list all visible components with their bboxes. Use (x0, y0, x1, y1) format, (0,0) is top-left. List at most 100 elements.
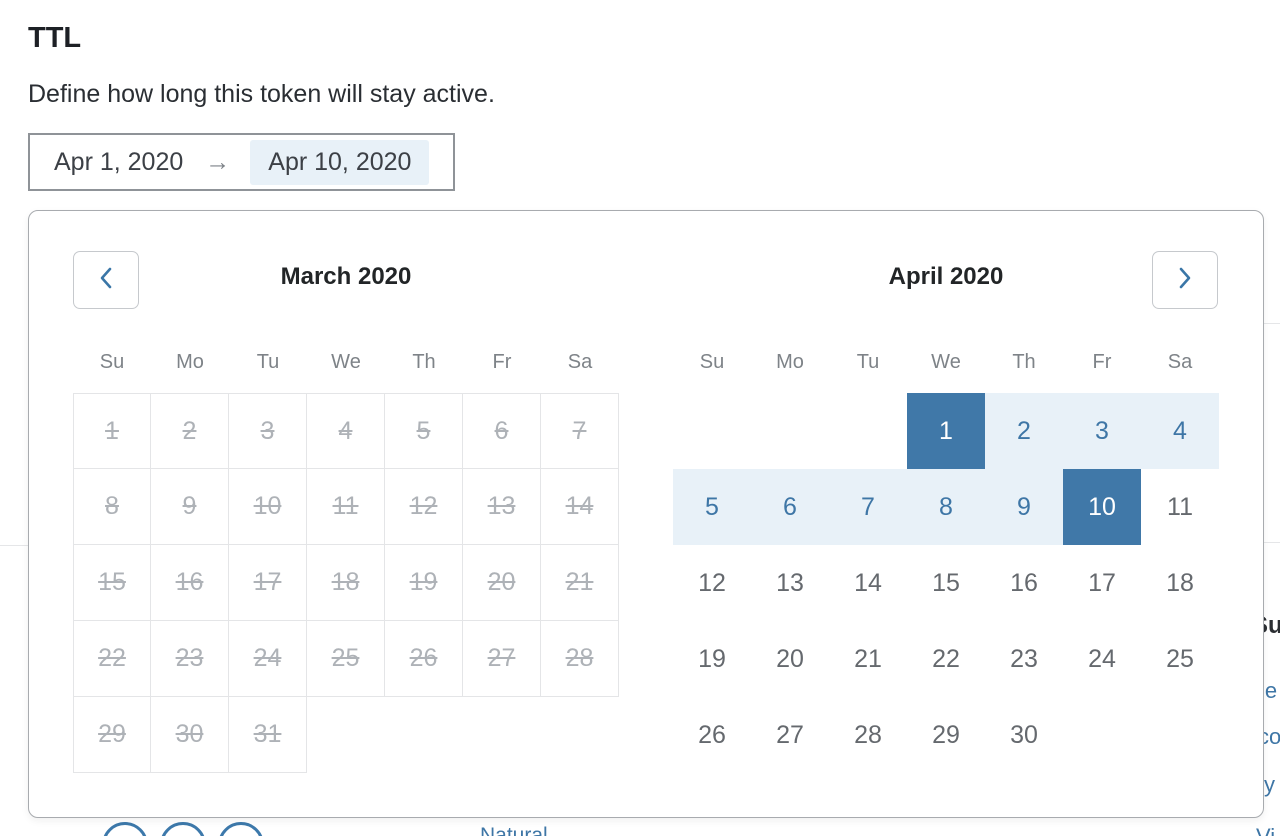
calendar-day[interactable]: 28 (854, 720, 882, 749)
calendar-day[interactable]: 7 (829, 469, 907, 545)
calendar-day: 26 (385, 621, 463, 697)
calendar-day[interactable]: 4 (1141, 393, 1219, 469)
calendar-day[interactable]: 27 (776, 720, 804, 749)
calendar-day: 20 (463, 545, 541, 621)
background-circle-1[interactable] (102, 822, 148, 836)
empty-day-cell (751, 393, 829, 469)
calendar-day: 4 (307, 393, 385, 469)
date-range-input[interactable]: Apr 1, 2020 → Apr 10, 2020 (28, 133, 455, 191)
weekday-label: Tu (856, 351, 880, 373)
calendar-day: 16 (151, 545, 229, 621)
calendar-day[interactable]: 5 (673, 469, 751, 545)
calendar-day[interactable]: 19 (698, 644, 726, 673)
weekday-label: Th (1012, 351, 1036, 373)
calendar-day: 27 (463, 621, 541, 697)
empty-day-cell (673, 393, 751, 469)
calendar-day[interactable]: 1 (907, 393, 985, 469)
background-divider-right-2 (1264, 542, 1280, 543)
weekday-label: Fr (1092, 351, 1112, 373)
calendar-day: 22 (73, 621, 151, 697)
calendar-day[interactable]: 13 (776, 568, 804, 597)
background-link-fragment-1[interactable]: le (1260, 678, 1278, 703)
background-circle-2[interactable] (160, 822, 206, 836)
empty-day-cell (829, 393, 907, 469)
calendar-day[interactable]: 16 (1010, 568, 1038, 597)
background-bottom-link[interactable]: Natural (480, 824, 548, 836)
calendar-day: 2 (151, 393, 229, 469)
weekday-label: Tu (256, 351, 280, 373)
month-grid-march: 1 2 3 4 5 6 7 8 9 10 11 12 13 14 15 16 17 18 19 20 21 22 23 24 2… (73, 393, 619, 773)
calendar-day[interactable]: 10 (1063, 469, 1141, 545)
month-title-march: March 2020 (280, 263, 412, 290)
weekday-label: Su (699, 351, 725, 373)
month-grid-april: 1 2 3 4 5 6 7 8 9 10 11 12 13 14 15 16 17 18 19 20 21 22 23 24 2… (673, 393, 1219, 773)
calendar-popup: March 2020 April 2020 Su Mo Tu We Th Fr Sa Su M… (28, 210, 1264, 818)
calendar-day: 19 (385, 545, 463, 621)
calendar-day: 31 (229, 697, 307, 773)
calendar-day[interactable]: 25 (1166, 644, 1194, 673)
start-date-field[interactable]: Apr 1, 2020 (54, 147, 184, 176)
weekday-label: Sa (1167, 351, 1193, 373)
weekday-label: Mo (176, 351, 204, 373)
calendar-day[interactable]: 30 (1010, 720, 1038, 749)
calendar-day[interactable]: 8 (907, 469, 985, 545)
chevron-left-icon (98, 266, 114, 295)
calendar-day: 7 (541, 393, 619, 469)
weekday-header-april: Su Mo Tu We Th Fr Sa (673, 351, 1219, 383)
page-title: TTL (28, 22, 82, 54)
background-circle-3[interactable] (218, 822, 264, 836)
chevron-right-icon (1177, 266, 1193, 295)
weekday-label: Th (412, 351, 436, 373)
calendar-day: 21 (541, 545, 619, 621)
calendar-day: 14 (541, 469, 619, 545)
calendar-day: 12 (385, 469, 463, 545)
weekday-header-march: Su Mo Tu We Th Fr Sa (73, 351, 619, 383)
background-divider-left (0, 545, 28, 546)
calendar-day: 23 (151, 621, 229, 697)
calendar-day: 8 (73, 469, 151, 545)
calendar-day: 3 (229, 393, 307, 469)
calendar-day[interactable]: 2 (985, 393, 1063, 469)
calendar-day: 15 (73, 545, 151, 621)
calendar-day: 17 (229, 545, 307, 621)
calendar-day: 29 (73, 697, 151, 773)
calendar-day: 30 (151, 697, 229, 773)
calendar-day: 28 (541, 621, 619, 697)
calendar-day[interactable]: 18 (1166, 568, 1194, 597)
page-description: Define how long this token will stay act… (28, 80, 495, 108)
arrow-right-icon: → (205, 147, 231, 176)
calendar-day[interactable]: 14 (854, 568, 882, 597)
calendar-day[interactable]: 20 (776, 644, 804, 673)
calendar-day[interactable]: 9 (985, 469, 1063, 545)
weekday-label: Mo (776, 351, 804, 373)
calendar-day[interactable]: 22 (932, 644, 960, 673)
calendar-day[interactable]: 3 (1063, 393, 1141, 469)
next-month-button[interactable] (1152, 251, 1218, 309)
calendar-day[interactable]: 6 (751, 469, 829, 545)
calendar-day[interactable]: 17 (1088, 568, 1116, 597)
calendar-day[interactable]: 29 (932, 720, 960, 749)
calendar-day[interactable]: 11 (1167, 492, 1193, 521)
calendar-day: 18 (307, 545, 385, 621)
calendar-day[interactable]: 21 (854, 644, 882, 673)
calendar-day: 5 (385, 393, 463, 469)
weekday-label: Su (99, 351, 125, 373)
calendar-day[interactable]: 26 (698, 720, 726, 749)
calendar-day: 1 (73, 393, 151, 469)
calendar-day: 11 (307, 469, 385, 545)
weekday-label: We (931, 351, 961, 373)
calendar-day[interactable]: 23 (1010, 644, 1038, 673)
calendar-day: 9 (151, 469, 229, 545)
weekday-label: Sa (567, 351, 593, 373)
calendar-day[interactable]: 12 (698, 568, 726, 597)
calendar-day: 25 (307, 621, 385, 697)
calendar-day: 10 (229, 469, 307, 545)
calendar-day: 6 (463, 393, 541, 469)
background-link-fragment-3[interactable]: y (1264, 772, 1275, 797)
background-link-fragment-4[interactable]: Vi (1256, 824, 1275, 836)
previous-month-button[interactable] (73, 251, 139, 309)
end-date-field[interactable]: Apr 10, 2020 (250, 139, 430, 185)
weekday-label: Fr (492, 351, 512, 373)
calendar-day[interactable]: 15 (932, 568, 960, 597)
calendar-day[interactable]: 24 (1088, 644, 1116, 673)
